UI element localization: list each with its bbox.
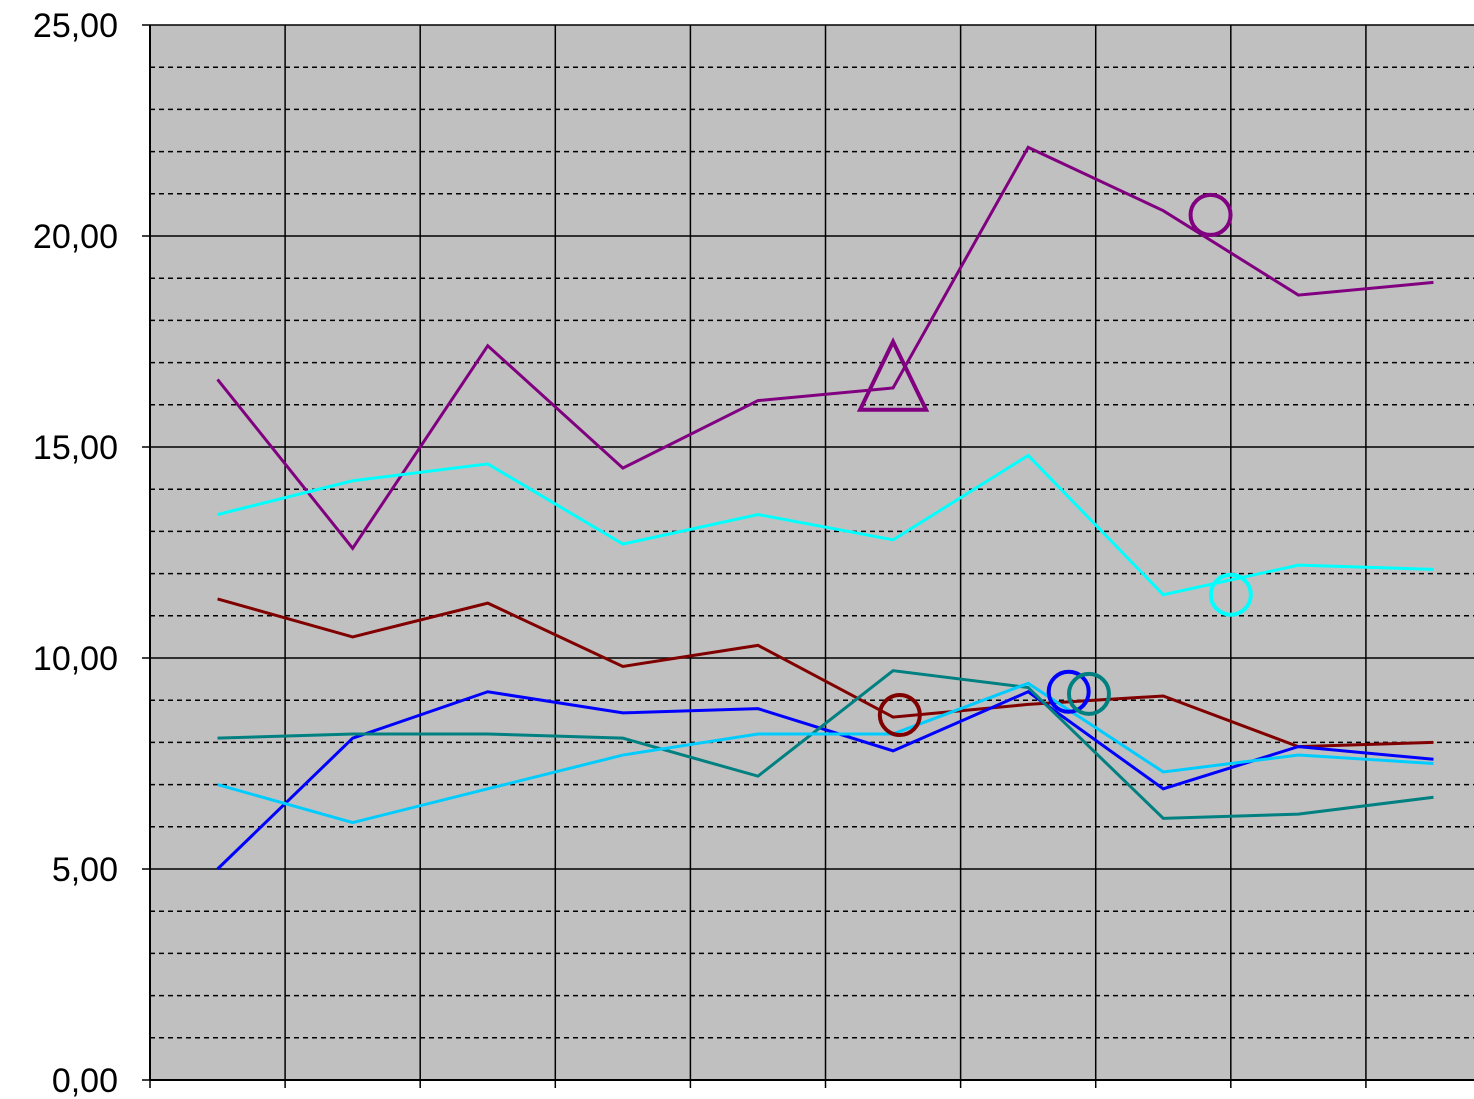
- circle-marker: [1066, 671, 1111, 716]
- series-line-4: [216, 690, 1434, 871]
- series-line-5: [217, 669, 1434, 820]
- y-tick-label: 0,00: [52, 1062, 118, 1099]
- series-line-1: [216, 145, 1434, 551]
- y-tick-label: 10,00: [33, 640, 118, 678]
- series-line-6: [217, 681, 1434, 825]
- y-tick-label: 25,00: [33, 7, 118, 45]
- y-tick-label: 15,00: [33, 429, 118, 467]
- series-line-2: [217, 453, 1434, 597]
- y-axis: [149, 25, 1474, 1081]
- triangle-marker: [856, 337, 930, 412]
- major-gridlines: [150, 24, 1474, 870]
- y-tick-label: 5,00: [52, 851, 118, 889]
- circle-marker: [1188, 192, 1233, 237]
- y-tick-label: 20,00: [33, 218, 118, 256]
- circle-marker: [1046, 669, 1091, 714]
- vertical-gridlines: [149, 25, 1367, 1088]
- plot-area: [150, 25, 1474, 1080]
- series-layer: [216, 145, 1434, 871]
- minor-gridlines: [150, 66, 1474, 1039]
- marker-layer: [856, 192, 1253, 737]
- series-line-3: [217, 597, 1434, 749]
- circle-marker: [877, 692, 922, 737]
- circle-marker: [1208, 572, 1253, 617]
- y-tick-labels: 0,00 5,00 10,00 15,00 20,00 25,00: [33, 7, 150, 1099]
